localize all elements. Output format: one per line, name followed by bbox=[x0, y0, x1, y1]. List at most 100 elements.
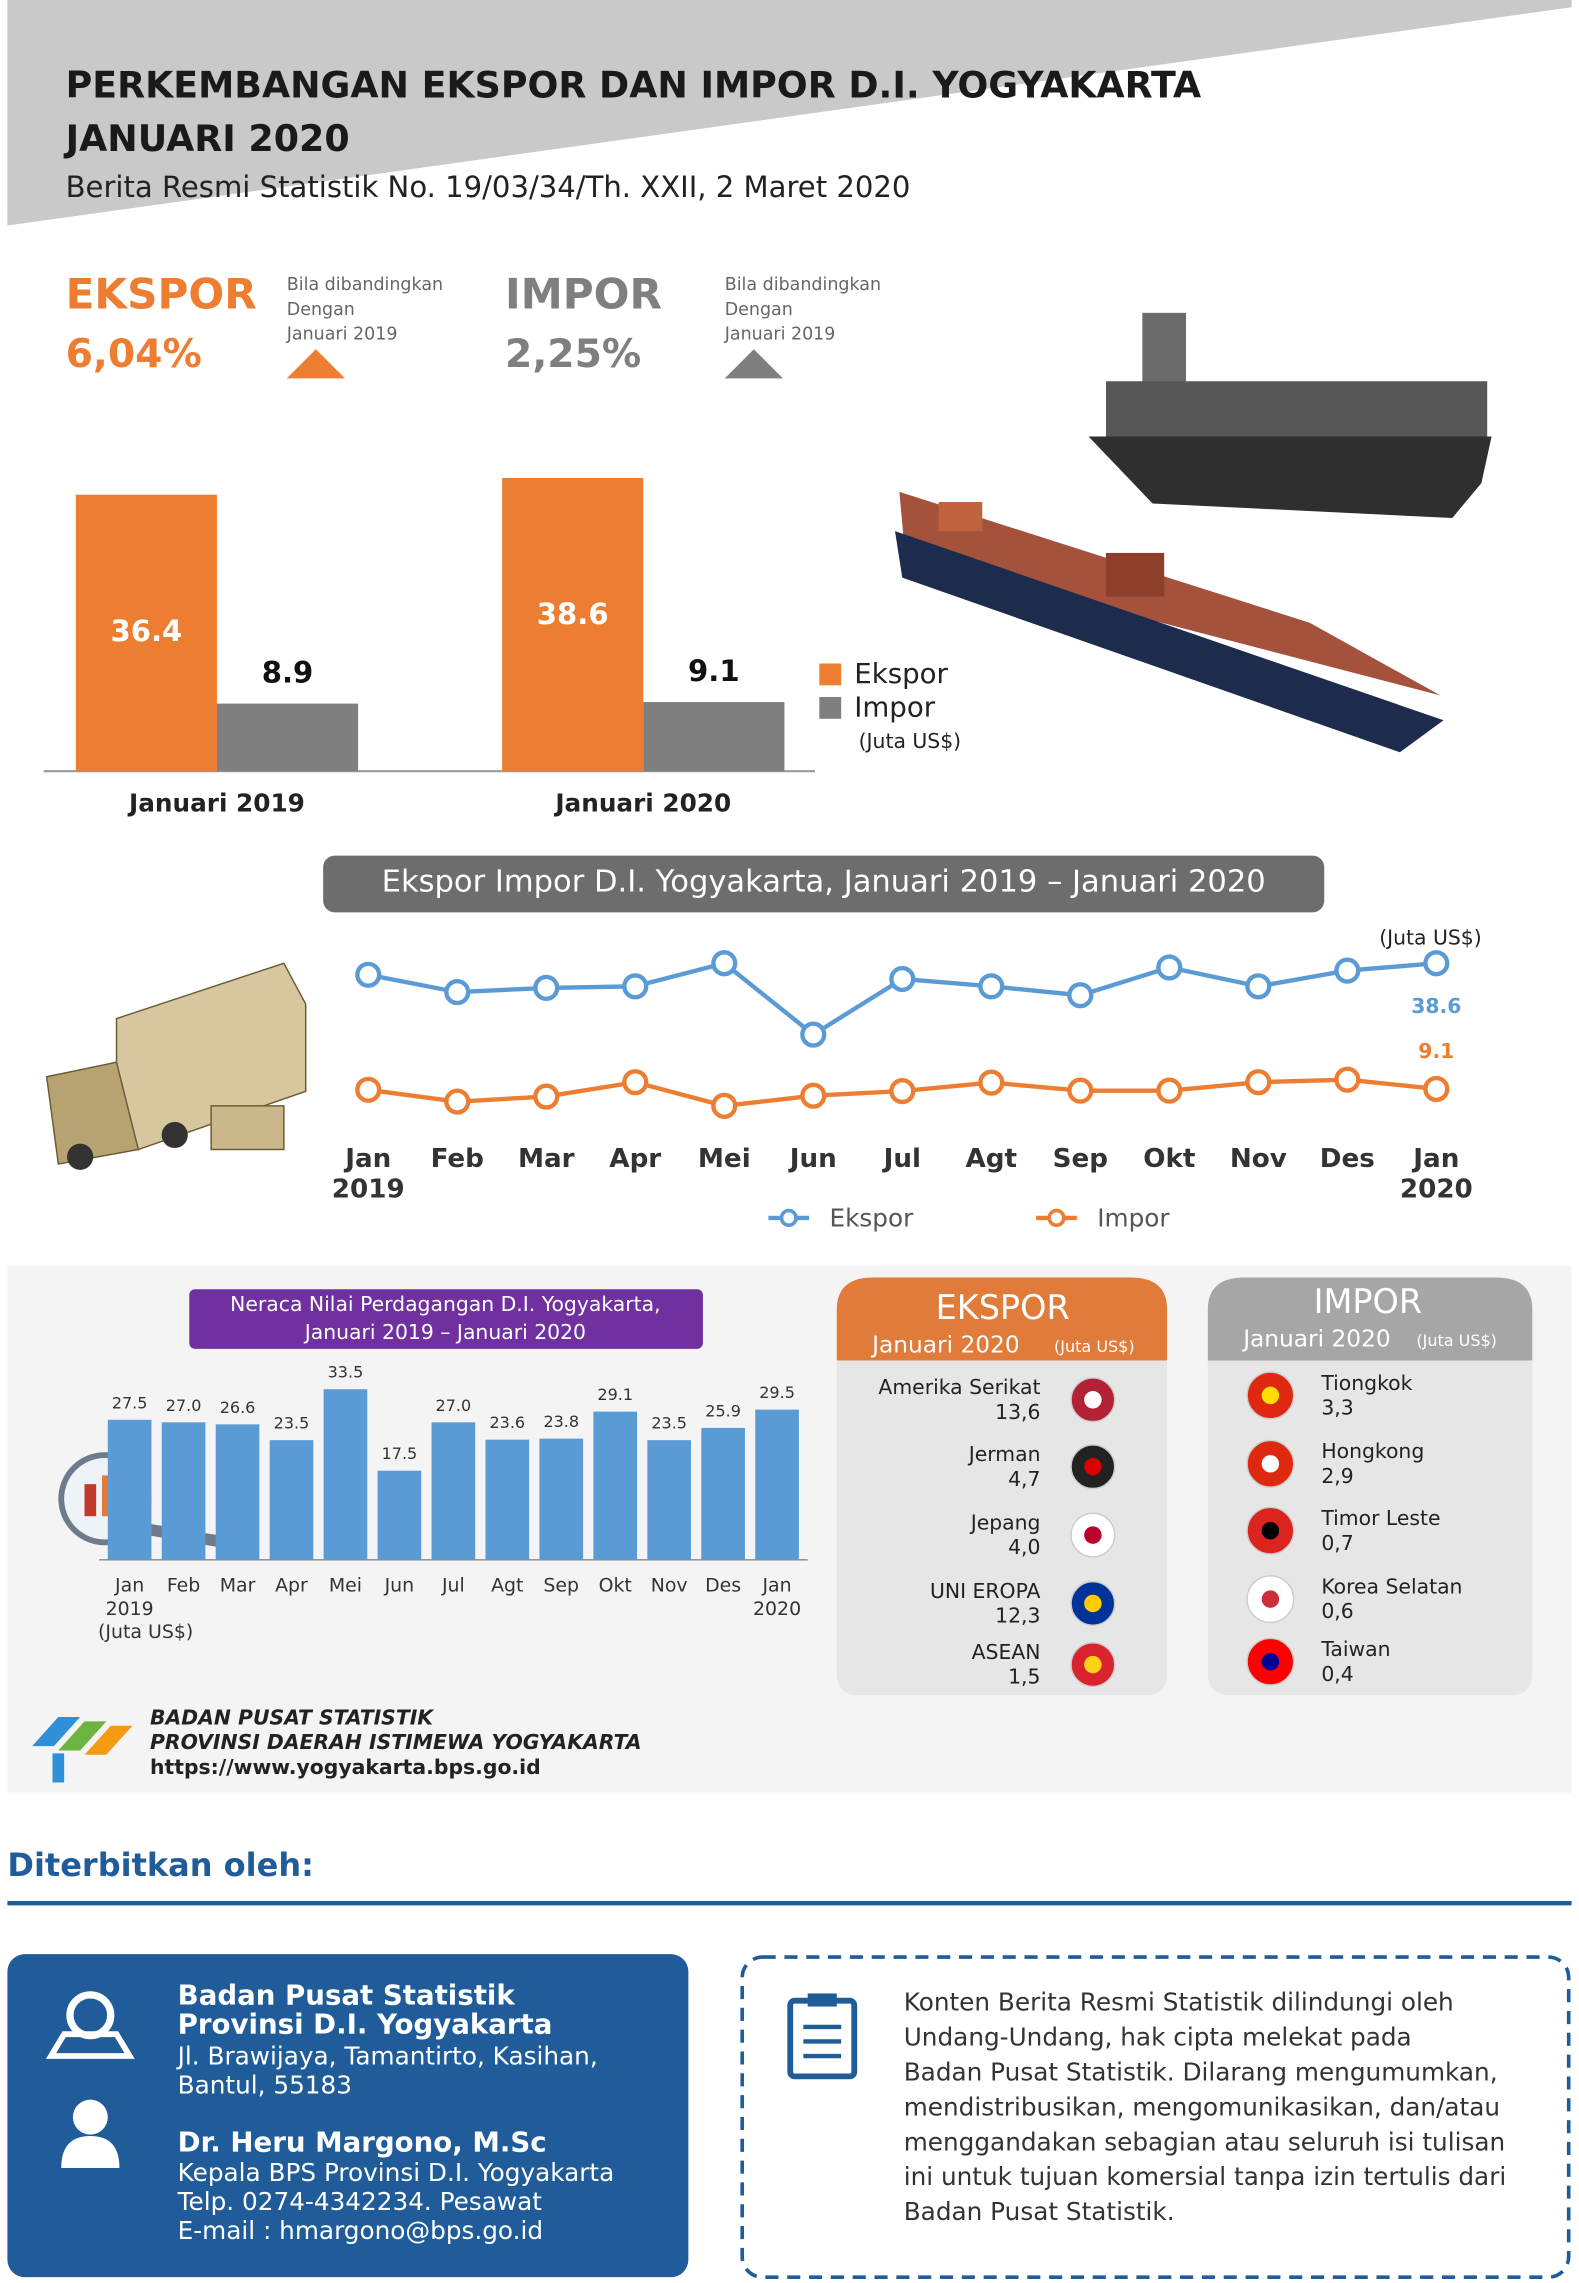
bar bbox=[75, 494, 217, 772]
summary-note: Januari 2019 bbox=[724, 325, 836, 345]
summary-note: Dengan bbox=[725, 300, 793, 320]
bar bbox=[755, 1409, 799, 1560]
country-name: Timor Leste bbox=[1320, 1506, 1440, 1530]
header-band bbox=[7, 0, 1572, 226]
summary-label: EKSPOR bbox=[66, 269, 257, 318]
value-label: 9.1 bbox=[1418, 1039, 1454, 1063]
point bbox=[1156, 954, 1183, 981]
flag-detail bbox=[1084, 1457, 1102, 1476]
summary-note: Bila dibandingkan bbox=[287, 275, 443, 295]
x-tick-label: Jan bbox=[761, 1575, 791, 1597]
notice-text: Undang-Undang, hak cipta melekat pada bbox=[904, 2023, 1412, 2052]
point bbox=[978, 1069, 1005, 1096]
legend-label: Ekspor bbox=[854, 657, 948, 690]
bar bbox=[107, 1419, 152, 1560]
value-label: 36.4 bbox=[110, 614, 182, 648]
legend-label: Impor bbox=[1097, 1203, 1170, 1232]
point bbox=[1067, 982, 1094, 1009]
bar bbox=[647, 1440, 691, 1560]
impor-panel-header bbox=[1207, 1277, 1533, 1361]
bar bbox=[215, 1424, 260, 1560]
title: PERKEMBANGAN EKSPOR DAN IMPOR D.I. YOGYA… bbox=[66, 63, 1202, 106]
country-name: Jepang bbox=[969, 1510, 1041, 1534]
location-icon bbox=[45, 1991, 135, 2059]
flag-detail bbox=[1084, 1655, 1102, 1674]
notice-text: Badan Pusat Statistik. Dilarang mengumum… bbox=[904, 2057, 1498, 2086]
bar bbox=[485, 1439, 530, 1560]
head-name: Dr. Heru Margono, M.Sc bbox=[178, 2125, 547, 2158]
legend-swatch bbox=[819, 696, 842, 719]
notice-text: ini untuk tujuan komersial tanpa izin te… bbox=[904, 2162, 1507, 2191]
bar bbox=[539, 1438, 584, 1560]
x-tick-label: Mar bbox=[220, 1575, 256, 1597]
truck-illustration bbox=[45, 962, 307, 1170]
unit-label: (Juta US$) bbox=[1054, 1337, 1135, 1356]
x-tick-label: Nov bbox=[1230, 1144, 1287, 1174]
publisher-heading: Diterbitkan oleh: bbox=[7, 1846, 314, 1884]
footer-org: BADAN PUSAT STATISTIK bbox=[150, 1705, 435, 1729]
legend-swatch bbox=[819, 663, 842, 686]
country-value: 0,4 bbox=[1321, 1662, 1353, 1686]
flag-detail bbox=[1084, 1526, 1102, 1544]
value-label: 8.9 bbox=[262, 655, 314, 689]
bar bbox=[377, 1470, 422, 1560]
value-label: 38.6 bbox=[1411, 994, 1461, 1018]
category-label: Januari 2019 bbox=[127, 789, 305, 818]
summary-note: Dengan bbox=[287, 300, 355, 320]
bar bbox=[161, 1422, 206, 1560]
x-tick-label: Jun bbox=[788, 1144, 837, 1174]
value-label: 17.5 bbox=[382, 1444, 418, 1463]
head-info: Telp. 0274-4342234. Pesawat bbox=[177, 2187, 543, 2216]
bar bbox=[643, 702, 785, 772]
flag-detail bbox=[1261, 1386, 1280, 1405]
document-icon bbox=[787, 1993, 858, 2080]
legend-marker bbox=[1047, 1208, 1066, 1227]
ship-illustration bbox=[894, 312, 1492, 753]
country-value: 2,9 bbox=[1321, 1464, 1353, 1488]
point bbox=[1245, 973, 1272, 1000]
x-tick-label: Feb bbox=[431, 1144, 484, 1174]
x-tick-label: Mei bbox=[329, 1575, 362, 1597]
x-tick-label: Mei bbox=[698, 1144, 751, 1174]
x-tick-label: Jul bbox=[441, 1575, 465, 1597]
point bbox=[711, 950, 738, 977]
country-value: 13,6 bbox=[995, 1400, 1040, 1424]
ekspor-panel-header bbox=[836, 1277, 1168, 1361]
value-label: 27.0 bbox=[436, 1396, 472, 1415]
point bbox=[622, 1069, 649, 1096]
flag-detail bbox=[1261, 1522, 1280, 1540]
value-label: 23.5 bbox=[274, 1414, 310, 1433]
flag-detail bbox=[1261, 1590, 1280, 1608]
org-name: Badan Pusat Statistik bbox=[178, 1978, 516, 2011]
summary-note: Bila dibandingkan bbox=[725, 275, 881, 295]
value-label: 38.6 bbox=[537, 597, 609, 631]
country-name: Taiwan bbox=[1320, 1637, 1390, 1661]
point bbox=[1423, 1075, 1450, 1103]
x-tick-label: Agt bbox=[966, 1144, 1018, 1174]
country-name: UNI EROPA bbox=[930, 1579, 1041, 1603]
notice-text: Konten Berita Resmi Statistik dilindungi… bbox=[904, 1988, 1454, 2017]
flag-detail bbox=[1084, 1391, 1102, 1409]
point bbox=[978, 973, 1005, 1000]
x-tick-label: Jan bbox=[1411, 1144, 1459, 1174]
chart-title: Januari 2019 – Januari 2020 bbox=[303, 1320, 586, 1344]
bar bbox=[431, 1422, 476, 1560]
point bbox=[711, 1092, 738, 1119]
summary-change: 2,25% bbox=[505, 332, 641, 377]
summary-note: Januari 2019 bbox=[286, 325, 398, 345]
value-label: 23.6 bbox=[489, 1413, 525, 1432]
bps-logo bbox=[32, 1716, 133, 1783]
unit-label: (Juta US$) bbox=[859, 729, 962, 753]
country-value: 4,7 bbox=[1008, 1467, 1040, 1491]
x-tick-label: Feb bbox=[167, 1575, 200, 1597]
address: Bantul, 55183 bbox=[178, 2071, 352, 2100]
value-label: 33.5 bbox=[328, 1363, 364, 1382]
contact-box bbox=[7, 1954, 689, 2278]
country-value: 0,6 bbox=[1321, 1599, 1353, 1623]
value-label: 29.1 bbox=[597, 1385, 633, 1404]
x-tick-label: 2020 bbox=[1400, 1175, 1473, 1205]
footer-org: PROVINSI DAERAH ISTIMEWA YOGYAKARTA bbox=[150, 1730, 642, 1754]
value-label: 26.6 bbox=[220, 1398, 256, 1417]
x-tick-label: Okt bbox=[599, 1575, 632, 1597]
country-value: 4,0 bbox=[1008, 1535, 1040, 1559]
